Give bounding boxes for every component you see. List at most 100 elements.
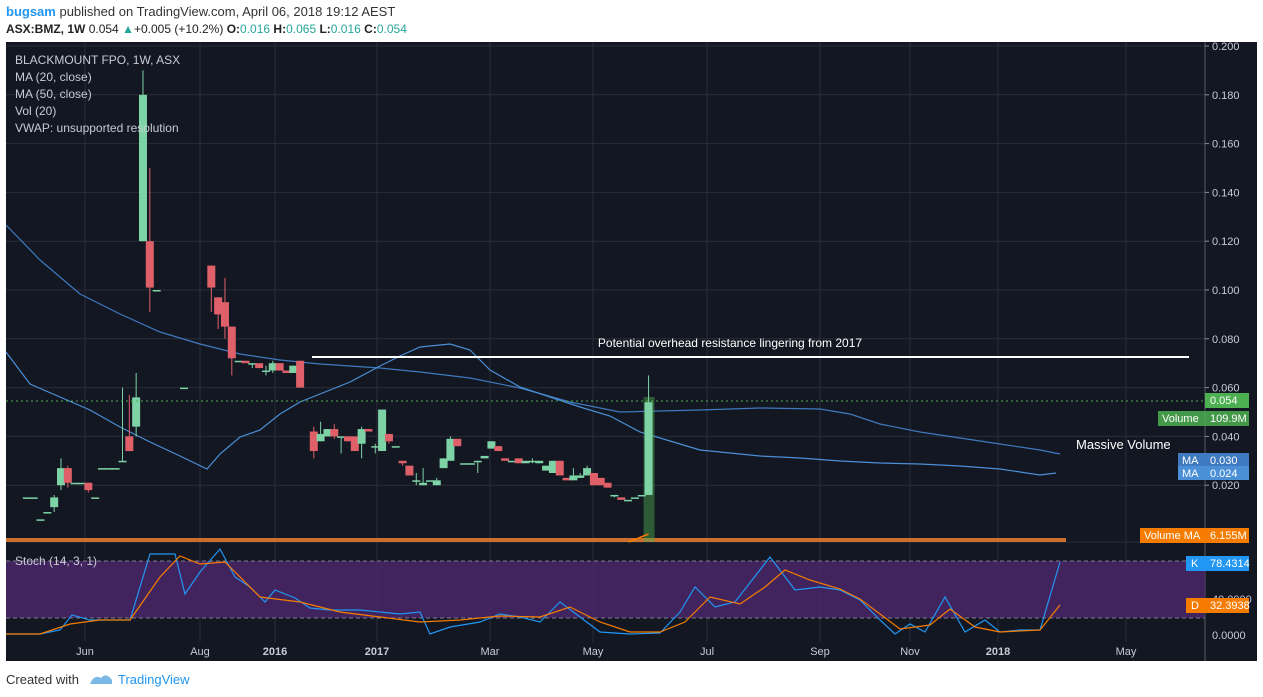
candle-body: [309, 431, 318, 452]
time-tick-label: 2018: [986, 646, 1010, 658]
candle-body: [132, 397, 141, 427]
candle-body: [70, 482, 79, 485]
publish-line: bugsam published on TradingView.com, Apr…: [6, 4, 395, 19]
price-tick-label: 0.080: [1212, 334, 1240, 346]
stoch-d-line: [6, 555, 1061, 635]
candle-body: [384, 433, 393, 442]
candle-body: [425, 480, 434, 482]
candle-body: [624, 499, 633, 502]
resistance-annotation: Potential overhead resistance lingering …: [598, 336, 862, 350]
candle-body: [453, 438, 462, 447]
candle-body: [255, 363, 264, 369]
legend-ma20: MA (20, close): [15, 70, 92, 84]
candle-body: [104, 468, 113, 470]
candle-body: [528, 460, 537, 463]
candle-body: [610, 494, 619, 497]
candle-body: [439, 458, 448, 469]
candle-body: [84, 482, 93, 491]
legend: BLACKMOUNT FPO, 1W, ASX MA (20, close) M…: [15, 53, 180, 568]
author-link[interactable]: bugsam: [6, 4, 56, 19]
candle-body: [63, 468, 72, 483]
price-tick-label: 0.200: [1212, 42, 1240, 53]
candle-body: [419, 482, 428, 486]
volume-tag-value: 109.9M: [1210, 413, 1247, 425]
candle-body: [220, 302, 229, 327]
time-tick-label: Mar: [481, 646, 500, 658]
stoch-tick-label: 0.0000: [1212, 630, 1246, 642]
candle-body: [22, 497, 31, 499]
footer: Created with TradingView: [0, 664, 1263, 697]
price-tick-label: 0.180: [1212, 90, 1240, 102]
stoch-lines: [6, 547, 1061, 635]
candle-body: [138, 94, 147, 242]
volma-tag-value: 6.155M: [1210, 530, 1247, 542]
candle-body: [637, 494, 646, 497]
ma1-tag-label: MA: [1182, 455, 1199, 467]
candle-body: [118, 460, 127, 463]
price-tick-label: 0.140: [1212, 187, 1240, 199]
candle-body: [521, 460, 530, 464]
tradingview-brand-link[interactable]: TradingView: [118, 672, 190, 687]
price-tag-bg: [1205, 393, 1249, 408]
candle-body: [145, 241, 154, 288]
up-arrow-icon: ▲: [122, 22, 134, 36]
candle-body: [296, 360, 305, 388]
time-axis: Jun Aug 2016 2017 Mar May Jul Sep Nov 2018 May: [76, 646, 1137, 658]
candle-body: [371, 446, 380, 448]
candle-body: [50, 497, 59, 508]
price-tick-label: 0.060: [1212, 383, 1240, 395]
candle-body: [323, 429, 332, 437]
price-tags: 0.054 Volume 109.9M MA 0.030 MA 0.024 Vo…: [1140, 393, 1250, 613]
candle-body: [398, 460, 407, 464]
k-tag-bg: [1186, 556, 1249, 571]
candle-body: [405, 465, 414, 476]
candle-body: [569, 475, 578, 481]
chart-area[interactable]: Potential overhead resistance lingering …: [0, 42, 1263, 664]
candle-body: [343, 436, 352, 442]
time-tick-label: 2017: [365, 646, 389, 658]
candle-body: [507, 460, 516, 463]
open-label: O:: [226, 22, 241, 36]
candle-body: [179, 387, 188, 390]
candle-body: [596, 477, 605, 486]
candle-body: [268, 363, 277, 371]
chart-background: [6, 42, 1257, 661]
candle-body: [555, 460, 564, 476]
time-tick-label: Aug: [190, 646, 210, 658]
candle-body: [337, 436, 346, 438]
published-text: published on TradingView.com, April 06, …: [59, 4, 396, 19]
candle-body: [603, 482, 612, 488]
candle-body: [214, 297, 223, 315]
candle-body: [644, 402, 653, 495]
time-tick-label: May: [583, 646, 604, 658]
candle-body: [630, 497, 639, 499]
k-tag-label: K: [1191, 558, 1199, 570]
price-tick-label: 0.020: [1212, 480, 1240, 492]
ma20-line: [5, 343, 1057, 476]
candle-body: [152, 290, 161, 292]
candle-body: [248, 363, 257, 365]
close-value: 0.054: [376, 22, 407, 36]
d-tag-label: D: [1191, 600, 1199, 612]
quote-line: ASX:BMZ, 1W 0.054 ▲+0.005 (+10.2%) O:0.0…: [6, 22, 407, 36]
volume-tag-bg: [1158, 411, 1249, 426]
candle-body: [234, 360, 243, 363]
candle-body: [480, 455, 489, 459]
ma1-tag-value: 0.030: [1210, 455, 1238, 467]
open-value: 0.016: [240, 22, 271, 36]
candle-body: [316, 433, 325, 442]
ma1-tag-bg: [1178, 453, 1249, 467]
high-label: H:: [273, 22, 287, 36]
candle-body: [514, 458, 523, 464]
time-tick-label: May: [1116, 646, 1137, 658]
candle-body: [111, 468, 120, 470]
symbol-label: ASX:BMZ, 1W: [6, 22, 86, 36]
header: bugsam published on TradingView.com, Apr…: [0, 0, 1263, 42]
candle-body: [466, 463, 475, 465]
candle-body: [227, 326, 236, 359]
low-label: L:: [319, 22, 331, 36]
price-tick-label: 0.160: [1212, 139, 1240, 151]
time-tick-label: Jun: [76, 646, 94, 658]
price-tick-label: 0.040: [1212, 431, 1240, 443]
close-label: C:: [364, 22, 377, 36]
